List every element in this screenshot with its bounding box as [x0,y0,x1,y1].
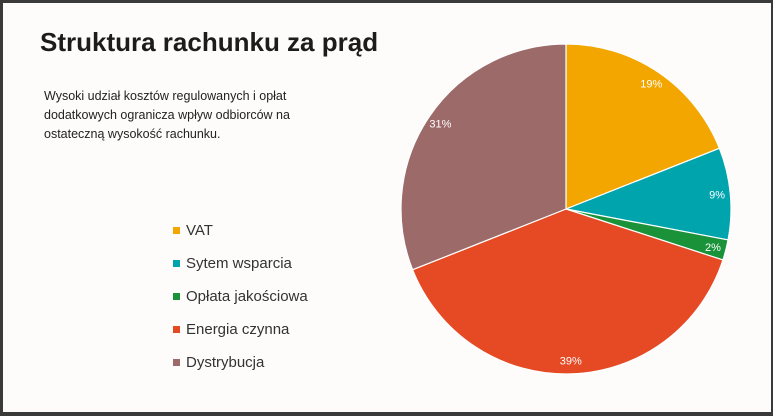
legend-item-support: Sytem wsparcia [173,247,308,280]
slice-label: 19% [640,78,662,90]
legend-swatch [173,260,180,267]
chart-legend: VAT Sytem wsparcia Opłata jakościowa Ene… [173,214,308,379]
slice-label: 9% [709,190,725,202]
slice-active-energy [411,208,724,375]
slide-description: Wysoki udział kosztów regulowanych i opł… [44,89,290,141]
legend-swatch [173,359,180,366]
legend-item-vat: VAT [173,214,308,247]
legend-label: Sytem wsparcia [186,255,292,272]
legend-item-active-energy: Energia czynna [173,313,308,346]
legend-label: Opłata jakościowa [186,288,308,305]
legend-swatch [173,326,180,333]
window-edge [773,0,781,416]
legend-swatch [173,293,180,300]
legend-label: Dystrybucja [186,354,265,371]
legend-item-quality-fee: Opłata jakościowa [173,280,308,313]
slice-label: 39% [560,356,582,368]
slice-vat [565,43,721,210]
legend-label: VAT [186,222,213,239]
pie-chart: 19% 9% 2% 39% 31% [400,43,732,375]
legend-item-distribution: Dystrybucja [173,346,308,379]
slide-title: Struktura rachunku za prąd [40,27,379,57]
legend-swatch [173,227,180,234]
legend-label: Energia czynna [186,321,290,338]
slice-distribution [400,43,567,271]
slice-label: 31% [429,119,451,131]
slice-label: 2% [705,242,721,254]
slice-support [563,147,732,241]
slide: Struktura rachunku za prąd Wysoki udział… [3,3,771,412]
